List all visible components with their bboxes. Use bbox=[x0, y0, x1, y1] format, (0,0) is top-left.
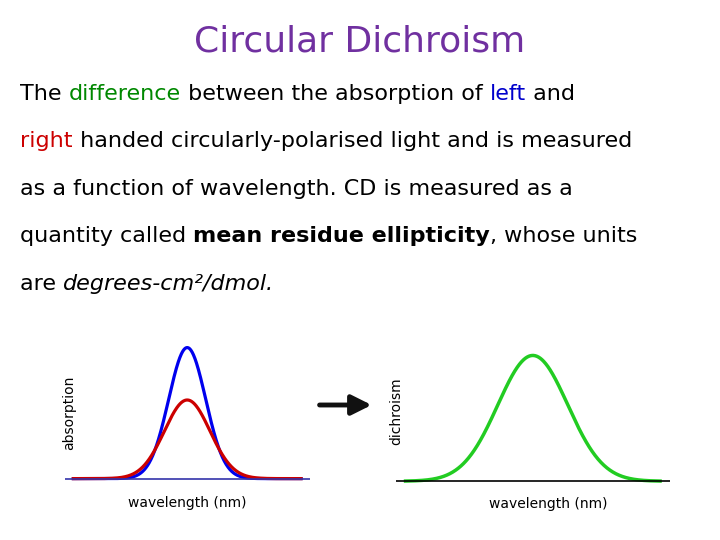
Text: degrees-cm²/dmol.: degrees-cm²/dmol. bbox=[63, 274, 274, 294]
Text: mean residue ellipticity: mean residue ellipticity bbox=[194, 226, 490, 246]
Text: wavelength (nm): wavelength (nm) bbox=[490, 497, 608, 511]
Text: Circular Dichroism: Circular Dichroism bbox=[194, 24, 526, 58]
Text: as a function of wavelength. CD is measured as a: as a function of wavelength. CD is measu… bbox=[20, 179, 573, 199]
Text: wavelength (nm): wavelength (nm) bbox=[128, 496, 246, 510]
Text: , whose units: , whose units bbox=[490, 226, 637, 246]
Text: between the absorption of: between the absorption of bbox=[181, 84, 490, 104]
Text: The: The bbox=[20, 84, 69, 104]
Text: difference: difference bbox=[69, 84, 181, 104]
Text: are: are bbox=[20, 274, 63, 294]
Text: left: left bbox=[490, 84, 526, 104]
Text: right: right bbox=[20, 131, 73, 151]
Text: absorption: absorption bbox=[62, 376, 76, 450]
Text: handed circularly-polarised light and is measured: handed circularly-polarised light and is… bbox=[73, 131, 632, 151]
Text: and: and bbox=[526, 84, 575, 104]
Text: dichroism: dichroism bbox=[389, 377, 403, 445]
Text: quantity called: quantity called bbox=[20, 226, 194, 246]
